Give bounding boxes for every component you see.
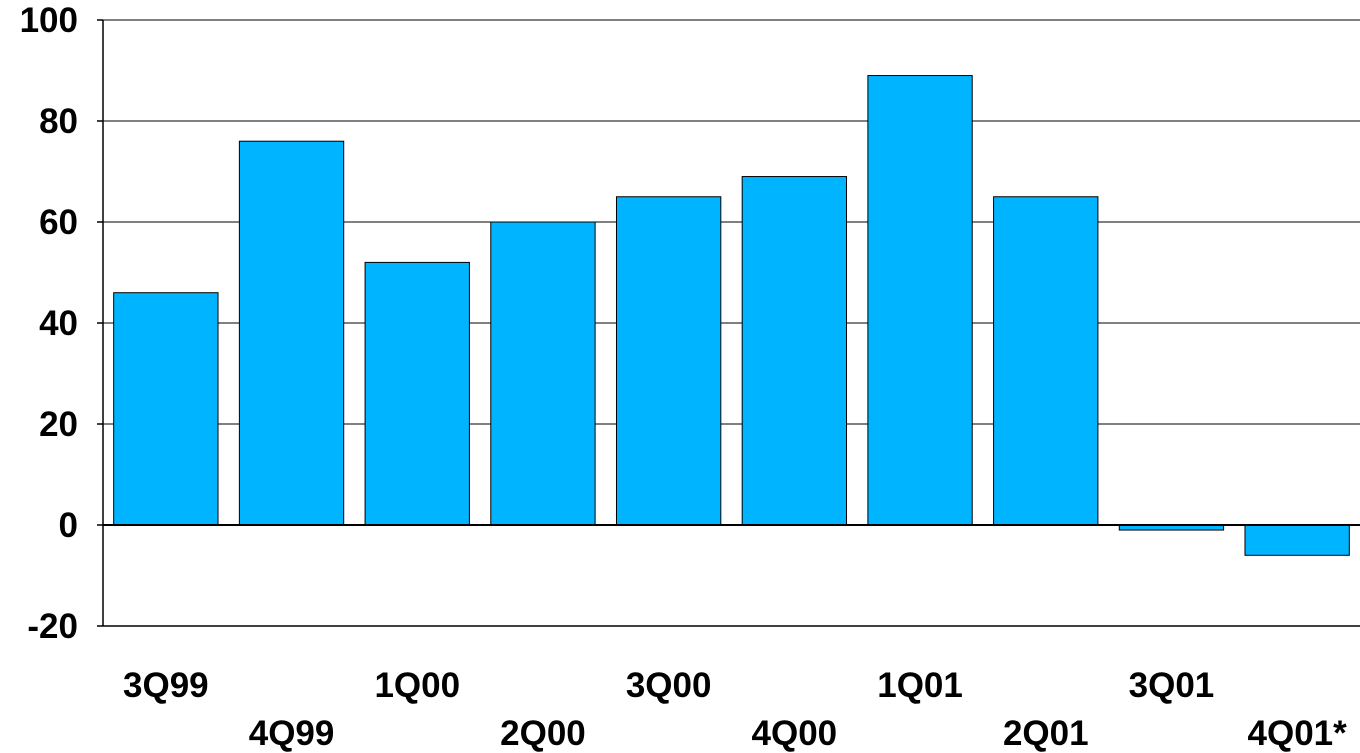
y-tick-label: 100 (20, 1, 78, 40)
x-tick-label: 1Q01 (877, 666, 963, 705)
bar-3Q99 (114, 293, 218, 525)
y-tick-label: 60 (39, 203, 78, 242)
x-tick-label: 3Q01 (1129, 666, 1215, 705)
x-tick-label: 4Q01* (1248, 714, 1348, 753)
x-tick-label: 2Q00 (500, 714, 586, 753)
bar-1Q01 (868, 76, 972, 525)
bars (114, 76, 1350, 556)
x-tick-label: 4Q99 (249, 714, 335, 753)
x-tick-labels: 3Q99 4Q99 1Q00 2Q00 3Q00 4Q00 1Q01 2Q01 3Q01 4Q01… (123, 666, 1347, 753)
bar-2Q00 (491, 222, 595, 525)
y-tick-label: 80 (39, 102, 78, 141)
bar-1Q00 (365, 262, 469, 525)
y-tick-labels: -20 0 20 40 60 80 100 (20, 1, 78, 646)
x-tick-label: 4Q00 (752, 714, 838, 753)
y-tick-label: 20 (39, 405, 78, 444)
x-tick-label: 3Q00 (626, 666, 712, 705)
x-tick-label: 2Q01 (1003, 714, 1089, 753)
bar-2Q01 (994, 197, 1098, 525)
bar-4Q01 (1245, 525, 1349, 555)
y-tick-label: 40 (39, 304, 78, 343)
bar-4Q00 (742, 177, 846, 525)
y-tick-label: -20 (27, 607, 78, 646)
x-tick-label: 3Q99 (123, 666, 209, 705)
bar-3Q00 (616, 197, 720, 525)
y-tick-label: 0 (59, 506, 78, 545)
bar-4Q99 (239, 141, 343, 525)
x-tick-label: 1Q00 (374, 666, 460, 705)
